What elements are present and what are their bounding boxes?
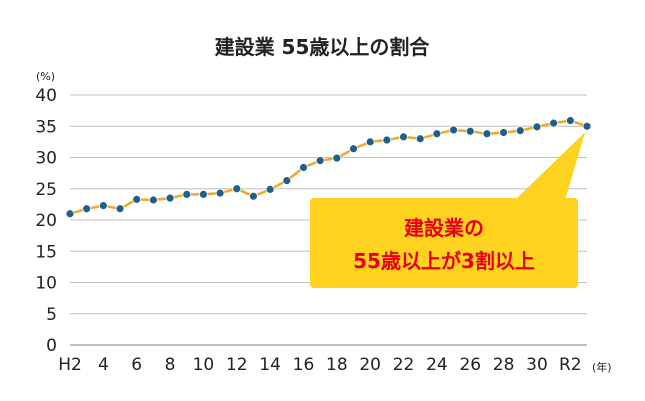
y-tick-label: 20 xyxy=(35,211,57,231)
x-tick-label: 10 xyxy=(193,355,215,375)
data-point xyxy=(499,128,509,137)
y-tick-label: 5 xyxy=(46,305,57,325)
x-axis-unit: (年) xyxy=(592,360,612,374)
data-point xyxy=(98,201,108,211)
data-point xyxy=(465,126,475,136)
callout-line-1: 建設業の xyxy=(404,216,484,240)
x-tick-label: 26 xyxy=(459,355,481,375)
y-tick-label: 0 xyxy=(46,336,57,356)
data-point xyxy=(65,209,75,219)
data-point xyxy=(199,189,208,199)
data-point xyxy=(182,189,192,199)
series-layer xyxy=(65,116,592,219)
data-point xyxy=(415,134,425,144)
y-tick-label: 15 xyxy=(35,242,57,262)
x-tick-label: 6 xyxy=(131,355,142,375)
data-point xyxy=(532,122,542,132)
data-point xyxy=(515,126,525,136)
x-tick-label: 14 xyxy=(259,355,281,375)
y-tick-label: 40 xyxy=(35,86,57,106)
x-tick-label: H2 xyxy=(58,355,82,375)
data-point xyxy=(232,184,242,194)
y-axis-unit: (%) xyxy=(36,70,55,83)
data-point xyxy=(165,193,175,203)
x-tick-label: 8 xyxy=(165,355,176,375)
data-point xyxy=(482,129,492,139)
callout-pointer xyxy=(515,132,585,200)
data-point xyxy=(249,191,258,201)
data-point xyxy=(132,194,142,204)
callout-line-2: 55歳以上が3割以上 xyxy=(353,249,535,273)
data-point xyxy=(382,135,392,145)
callout-box xyxy=(310,198,578,288)
data-point xyxy=(82,204,92,214)
x-tick-label: 28 xyxy=(493,355,515,375)
y-tick-label: 30 xyxy=(35,149,57,169)
data-point xyxy=(365,137,375,147)
data-point xyxy=(282,176,292,186)
data-point xyxy=(265,184,275,194)
data-point xyxy=(148,195,158,205)
data-point xyxy=(215,188,225,198)
data-point xyxy=(432,129,442,139)
y-tick-label: 25 xyxy=(35,180,57,200)
data-point xyxy=(315,156,325,166)
x-tick-label: 12 xyxy=(226,355,248,375)
data-point xyxy=(299,163,308,172)
data-point xyxy=(565,116,575,126)
x-tick-label: 24 xyxy=(426,355,448,375)
x-tick-label: R2 xyxy=(559,355,582,375)
callout: 建設業の 55歳以上が3割以上 xyxy=(310,132,585,288)
x-tick-label: 22 xyxy=(393,355,415,375)
chart-title: 建設業 55歳以上の割合 xyxy=(215,35,431,59)
x-tick-label: 30 xyxy=(526,355,548,375)
data-point xyxy=(332,153,342,163)
grid-layer xyxy=(70,94,587,346)
data-point xyxy=(115,204,125,214)
data-point xyxy=(582,121,592,131)
y-tick-label: 10 xyxy=(35,274,57,294)
x-tick-labels: H2 4 6 8 10 12 14 16 18 20 22 24 26 28 30 R2 xyxy=(58,355,581,375)
x-tick-label: 18 xyxy=(326,355,348,375)
y-tick-labels: 0 5 10 15 20 25 30 35 40 xyxy=(35,86,57,356)
data-point xyxy=(349,144,358,154)
data-point xyxy=(399,132,408,142)
y-tick-label: 35 xyxy=(35,117,57,137)
x-tick-label: 20 xyxy=(359,355,381,375)
x-tick-label: 16 xyxy=(293,355,315,375)
data-point xyxy=(549,118,559,128)
x-tick-label: 4 xyxy=(98,355,109,375)
data-point xyxy=(449,125,458,135)
